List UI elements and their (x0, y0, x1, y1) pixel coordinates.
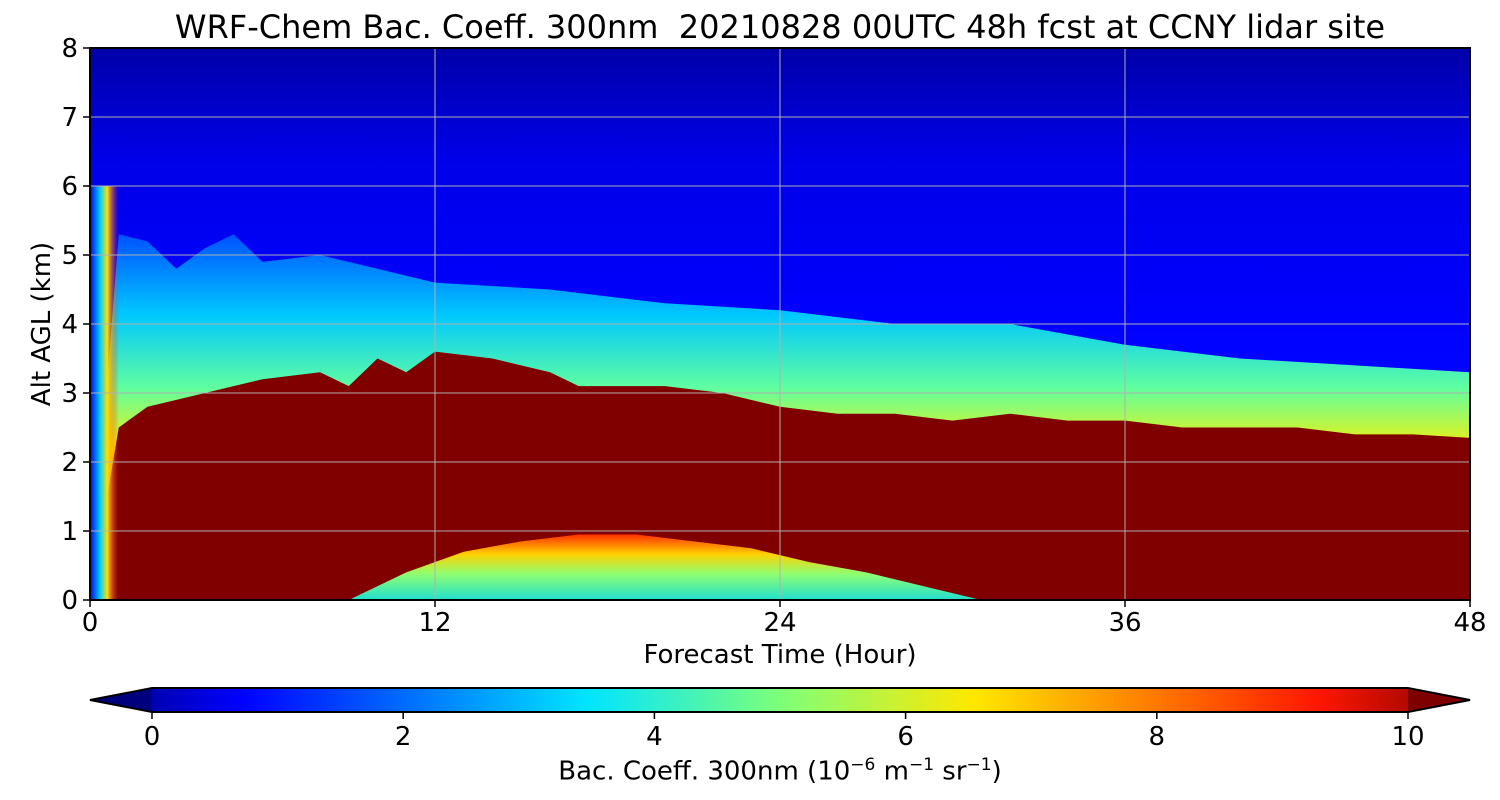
y-tick-label: 7 (61, 103, 78, 133)
unit-exp3: −1 (966, 755, 992, 775)
y-tick-label: 3 (61, 379, 78, 409)
unit-m: m (875, 756, 909, 787)
y-tick-label: 5 (61, 241, 78, 271)
colorbar-label: Bac. Coeff. 300nm (10−6 m−1 sr−1) (558, 755, 1002, 787)
unit-base: 10 (817, 756, 851, 787)
colorbar-tick-label: 0 (144, 722, 161, 752)
x-tick-label: 12 (418, 608, 451, 638)
x-tick-label: 48 (1453, 608, 1486, 638)
y-tick-label: 2 (61, 448, 78, 478)
x-tick-label: 0 (82, 608, 99, 638)
x-axis-ticks: 0 12 24 36 48 (82, 600, 1487, 638)
y-tick-label: 1 (61, 517, 78, 547)
chart-title: WRF-Chem Bac. Coeff. 300nm 20210828 00UT… (174, 8, 1386, 46)
x-axis-label: Forecast Time (Hour) (643, 640, 917, 670)
colorbar: 0 2 4 6 8 10 (89, 687, 1471, 752)
colorbar-tick-label: 10 (1391, 722, 1424, 752)
colorbar-tick-label: 8 (1149, 722, 1166, 752)
x-tick-label: 36 (1108, 608, 1141, 638)
y-axis-label: Alt AGL (km) (27, 241, 57, 407)
colorbar-tick-label: 4 (646, 722, 663, 752)
unit-exp1: −6 (850, 755, 876, 775)
y-tick-label: 8 (61, 34, 78, 64)
colorbar-label-name: Bac. Coeff. 300nm (558, 756, 799, 787)
colorbar-extend-max (1408, 688, 1470, 712)
colorbar-extend-min (90, 688, 152, 712)
colorbar-tick-label: 6 (897, 722, 914, 752)
low-value-pocket-region (348, 534, 982, 600)
unit-exp2: −1 (908, 755, 935, 775)
colorbar-ticks: 0 2 4 6 8 10 (144, 712, 1425, 752)
y-tick-label: 4 (61, 310, 78, 340)
x-tick-label: 24 (763, 608, 796, 638)
colorbar-tick-label: 2 (395, 722, 412, 752)
colorbar-gradient (90, 688, 1470, 712)
y-tick-label: 0 (61, 586, 78, 616)
y-tick-label: 6 (61, 172, 78, 202)
y-axis-ticks: 0 1 2 3 4 5 6 7 8 (61, 34, 90, 616)
unit-sr: sr (934, 756, 967, 787)
